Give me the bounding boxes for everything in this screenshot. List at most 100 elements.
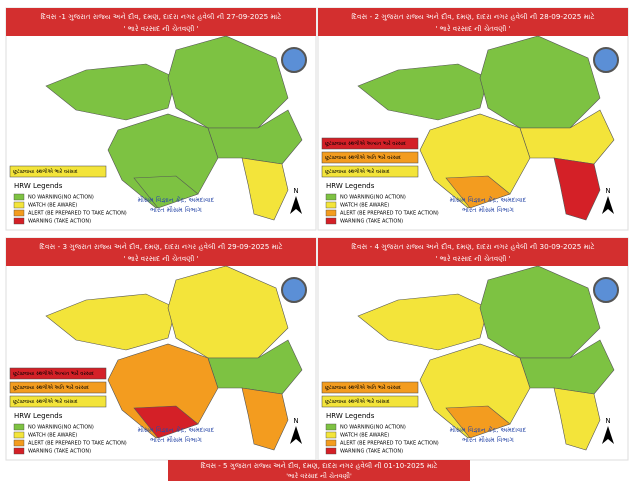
alert-text: છૂટાછવાયા સ્થળોએ ભારે વરસાદ (325, 398, 390, 405)
alert-box (9, 165, 107, 178)
alert-text: છૂટાછવાયા સ્થળોએ અતિ ભારે વરસાદ (325, 154, 401, 161)
alert-text: છૂટાછવાયા સ્થળોએ અત્યંત ભારે વરસાદ (13, 370, 94, 377)
map-region (241, 157, 289, 221)
day5-title: દિવસ - 5 ગુજરાત રાજ્ય અને દીવ, દમણ, દાદર… (201, 461, 438, 470)
panel: દિવસ - 3 ગુજરાત રાજ્ય અને દીવ, દમણ, દાદર… (5, 237, 317, 461)
office-name: મૌસમ વિજ્ઞાન કેંદ્ર, અમદાવાદ (138, 426, 215, 434)
map-region (553, 387, 601, 451)
legend-swatch (325, 209, 337, 217)
alert-text: છૂટાછવાયા સ્થળોએ ભારે વરસાદ (13, 168, 78, 175)
legend-title: HRW Legends (326, 182, 375, 190)
title-banner (6, 238, 316, 266)
legend-label: WATCH (BE AWARE) (340, 433, 389, 439)
alert-box (321, 137, 419, 150)
legend-label: NO WARNING(NO ACTION) (340, 195, 406, 201)
legend-label: NO WARNING(NO ACTION) (28, 195, 94, 201)
legend-label: ALERT (BE PREPARED TO TAKE ACTION) (340, 441, 439, 447)
alert-text: છૂટાછવાયા સ્થળોએ ભારે વરસાદ (325, 168, 390, 175)
legend-label: WATCH (BE AWARE) (340, 203, 389, 209)
legend-label: WATCH (BE AWARE) (28, 433, 77, 439)
panel-title: દિવસ - 4 ગુજરાત રાજ્ય અને દીવ, દમણ, દાદર… (351, 242, 594, 251)
alert-box (9, 381, 107, 394)
emblem (281, 47, 307, 73)
map-region (133, 405, 199, 439)
emblem (281, 277, 307, 303)
north-arrow (602, 426, 614, 444)
north-label: N (605, 187, 610, 195)
legend-swatch (13, 447, 25, 455)
alert-box (9, 367, 107, 380)
alert-box (321, 381, 419, 394)
panel-subtitle: ' ભારે વરસાદ ની ચેતવણી ' (435, 254, 510, 263)
alert-box (321, 151, 419, 164)
panel-title: દિવસ -1 ગુજરાત રાજ્ય અને દીવ, દમણ, દાદરા… (41, 12, 282, 21)
map-region (445, 405, 511, 439)
legend-swatch (325, 423, 337, 431)
alert-box (9, 395, 107, 408)
map (45, 35, 303, 221)
map-region (207, 109, 303, 165)
north-arrow (602, 196, 614, 214)
panel: દિવસ - 2 ગુજરાત રાજ્ય અને દીવ, દમણ, દાદર… (317, 7, 629, 231)
office-dept: ભારત મૌસમ વિભાગ (462, 436, 514, 444)
legend-title: HRW Legends (14, 412, 63, 420)
panel-subtitle: ' ભારે વરસાદ ની ચેતવણી ' (123, 24, 198, 33)
map-region (519, 109, 615, 165)
day5-box (168, 460, 470, 481)
legend-label: NO WARNING(NO ACTION) (340, 425, 406, 431)
office-name: મૌસમ વિજ્ઞાન કેંદ્ર, અમદાવાદ (138, 196, 215, 204)
legend-label: WARNING (TAKE ACTION) (28, 219, 91, 225)
north-label: N (293, 187, 298, 195)
legend-swatch (325, 431, 337, 439)
legend-swatch (325, 201, 337, 209)
legend-swatch (325, 193, 337, 201)
legend-swatch (325, 447, 337, 455)
map-region (241, 387, 289, 451)
panel-subtitle: ' ભારે વરસાદ ની ચેતવણી ' (123, 254, 198, 263)
legend-label: WARNING (TAKE ACTION) (340, 219, 403, 225)
legend-title: HRW Legends (326, 412, 375, 420)
map-region (133, 175, 199, 209)
legend-title: HRW Legends (14, 182, 63, 190)
legend-label: ALERT (BE PREPARED TO TAKE ACTION) (28, 441, 127, 447)
map (45, 265, 303, 451)
legend-swatch (13, 193, 25, 201)
map (357, 265, 615, 451)
office-dept: ભારત મૌસમ વિભાગ (150, 436, 202, 444)
emblem (593, 277, 619, 303)
office-dept: ભારત મૌસમ વિભાગ (150, 206, 202, 214)
alert-text: છૂટાછવાયા સ્થળોએ અતિ ભારે વરસાદ (325, 384, 401, 391)
map-region (445, 175, 511, 209)
panel-title: દિવસ - 2 ગુજરાત રાજ્ય અને દીવ, દમણ, દાદર… (351, 12, 594, 21)
legend-label: WARNING (TAKE ACTION) (28, 449, 91, 455)
map-region (519, 339, 615, 395)
day5-subtitle: 'ભારે વરસાદ ની ચેતવણી' (286, 472, 352, 480)
legend-label: NO WARNING(NO ACTION) (28, 425, 94, 431)
north-arrow (290, 426, 302, 444)
office-name: મૌસમ વિજ્ઞાન કેંદ્ર, અમદાવાદ (450, 426, 527, 434)
alert-text: છૂટાછવાયા સ્થળોએ ભારે વરસાદ (13, 398, 78, 405)
north-arrow (290, 196, 302, 214)
alert-box (321, 395, 419, 408)
legend-swatch (13, 423, 25, 431)
title-banner (318, 238, 628, 266)
legend-label: WARNING (TAKE ACTION) (340, 449, 403, 455)
map-region (207, 339, 303, 395)
alert-text: છૂટાછવાયા સ્થળોએ અત્યંત ભારે વરસાદ (325, 140, 406, 147)
legend-swatch (13, 439, 25, 447)
map-region (553, 157, 601, 221)
alert-box (321, 165, 419, 178)
legend-label: WATCH (BE AWARE) (28, 203, 77, 209)
alert-text: છૂટાછવાયા સ્થળોએ અતિ ભારે વરસાદ (13, 384, 89, 391)
emblem (593, 47, 619, 73)
legend-swatch (13, 431, 25, 439)
legend-label: ALERT (BE PREPARED TO TAKE ACTION) (28, 211, 127, 217)
panel: દિવસ - 4 ગુજરાત રાજ્ય અને દીવ, દમણ, દાદર… (317, 237, 629, 461)
office-dept: ભારત મૌસમ વિભાગ (462, 206, 514, 214)
office-name: મૌસમ વિજ્ઞાન કેંદ્ર, અમદાવાદ (450, 196, 527, 204)
legend-label: ALERT (BE PREPARED TO TAKE ACTION) (340, 211, 439, 217)
legend-swatch (13, 209, 25, 217)
legend-swatch (13, 201, 25, 209)
title-banner (318, 8, 628, 36)
